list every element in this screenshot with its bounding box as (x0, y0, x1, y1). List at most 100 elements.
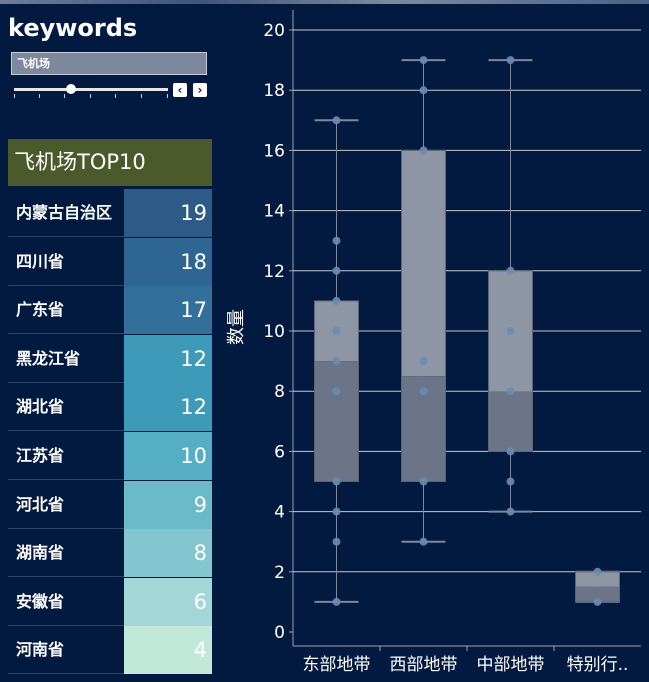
top10-row: 河南省 4 (8, 626, 212, 675)
data-point (332, 477, 341, 486)
value-number: 17 (180, 298, 207, 323)
data-point (419, 146, 428, 155)
data-point (332, 507, 341, 516)
slider-tick (115, 94, 116, 98)
value-number: 12 (180, 346, 207, 371)
y-tick-label: 6 (274, 442, 285, 462)
data-point (332, 597, 341, 606)
data-point (506, 447, 515, 456)
y-axis-label: 数量 (226, 309, 247, 345)
y-tick-label: 10 (263, 322, 285, 342)
data-point (506, 327, 515, 335)
data-point (332, 296, 341, 305)
value-number: 9 (193, 492, 207, 517)
value-number: 19 (180, 201, 207, 225)
y-tick-label: 8 (274, 382, 285, 402)
province-label: 安徽省 (16, 591, 65, 611)
slider-tick (90, 94, 91, 98)
box-upper (401, 150, 446, 377)
top10-row: 湖南省 8 (8, 529, 212, 578)
data-point (506, 266, 515, 275)
y-tick-label: 18 (263, 81, 285, 101)
value-cell: 12 (124, 334, 212, 383)
data-point (332, 387, 341, 396)
data-point (332, 236, 341, 245)
data-point (419, 387, 428, 396)
top10-row: 江苏省 10 (8, 432, 212, 480)
data-point (332, 116, 341, 125)
province-label: 广东省 (16, 300, 65, 320)
box-upper (575, 571, 620, 587)
top10-row: 河北省 9 (8, 480, 212, 529)
data-point (332, 357, 341, 366)
y-tick-label: 20 (263, 21, 285, 41)
province-label: 湖北省 (16, 397, 65, 417)
data-point (419, 86, 428, 95)
y-tick-label: 4 (274, 503, 285, 523)
keyword-slider[interactable] (14, 82, 168, 98)
top10-title: 飞机场TOP10 (8, 139, 212, 186)
keywords-title: keywords (8, 14, 138, 42)
data-point (506, 387, 515, 396)
prev-button[interactable]: ‹ (173, 83, 187, 97)
keyword-input[interactable]: 飞机场 (11, 52, 207, 75)
value-cell: 10 (124, 432, 212, 480)
value-number: 12 (180, 395, 207, 420)
y-tick-label: 2 (274, 563, 285, 583)
province-label: 四川省 (16, 251, 65, 271)
value-number: 10 (180, 444, 207, 468)
data-point (506, 56, 515, 65)
province-label: 江苏省 (16, 446, 65, 465)
province-label: 湖南省 (16, 543, 65, 563)
next-button[interactable]: › (193, 83, 207, 97)
x-category-label: 中部地带 (477, 655, 545, 675)
value-cell: 6 (124, 577, 212, 626)
x-category-label: 特别行.. (567, 655, 629, 675)
data-point (419, 56, 428, 65)
value-cell: 9 (124, 480, 212, 529)
data-point (419, 537, 428, 546)
province-label: 河南省 (16, 640, 65, 660)
box-lower (488, 391, 533, 452)
data-point (419, 477, 428, 486)
slider-tick (141, 94, 142, 98)
data-point (332, 537, 341, 546)
data-point (593, 597, 602, 606)
data-point (593, 567, 602, 576)
value-number: 18 (180, 249, 207, 274)
value-cell: 18 (124, 237, 212, 286)
value-cell: 17 (124, 286, 212, 335)
slider-tick (64, 94, 65, 98)
x-category-label: 东部地带 (303, 655, 371, 675)
top10-row: 广东省 17 (8, 286, 212, 335)
top10-row: 四川省 18 (8, 237, 212, 286)
data-point (332, 266, 341, 275)
value-number: 6 (193, 589, 207, 614)
top10-row: 黑龙江省 12 (8, 334, 212, 383)
data-point (506, 507, 515, 516)
value-cell: 12 (124, 383, 212, 432)
slider-thumb[interactable] (65, 84, 76, 94)
data-point (332, 327, 341, 335)
slider-tick (39, 94, 40, 98)
province-label: 河北省 (16, 494, 65, 514)
top10-row: 内蒙古自治区 19 (8, 189, 212, 237)
y-tick-label: 14 (263, 202, 285, 222)
box-lower (314, 361, 359, 482)
value-cell: 4 (124, 626, 212, 675)
slider-tick (167, 94, 168, 98)
slider-tick (14, 94, 15, 98)
top-image-strip (0, 0, 649, 4)
top10-row: 安徽省 6 (8, 577, 212, 626)
y-tick-label: 0 (274, 623, 285, 643)
province-label: 黑龙江省 (16, 348, 81, 368)
value-cell: 19 (124, 189, 212, 237)
province-label: 内蒙古自治区 (16, 203, 113, 222)
slider-track[interactable] (14, 88, 168, 91)
value-cell: 8 (124, 529, 212, 578)
x-category-label: 西部地带 (390, 655, 458, 675)
value-number: 4 (193, 638, 207, 663)
box-lower (575, 586, 620, 602)
y-tick-label: 16 (263, 141, 285, 161)
